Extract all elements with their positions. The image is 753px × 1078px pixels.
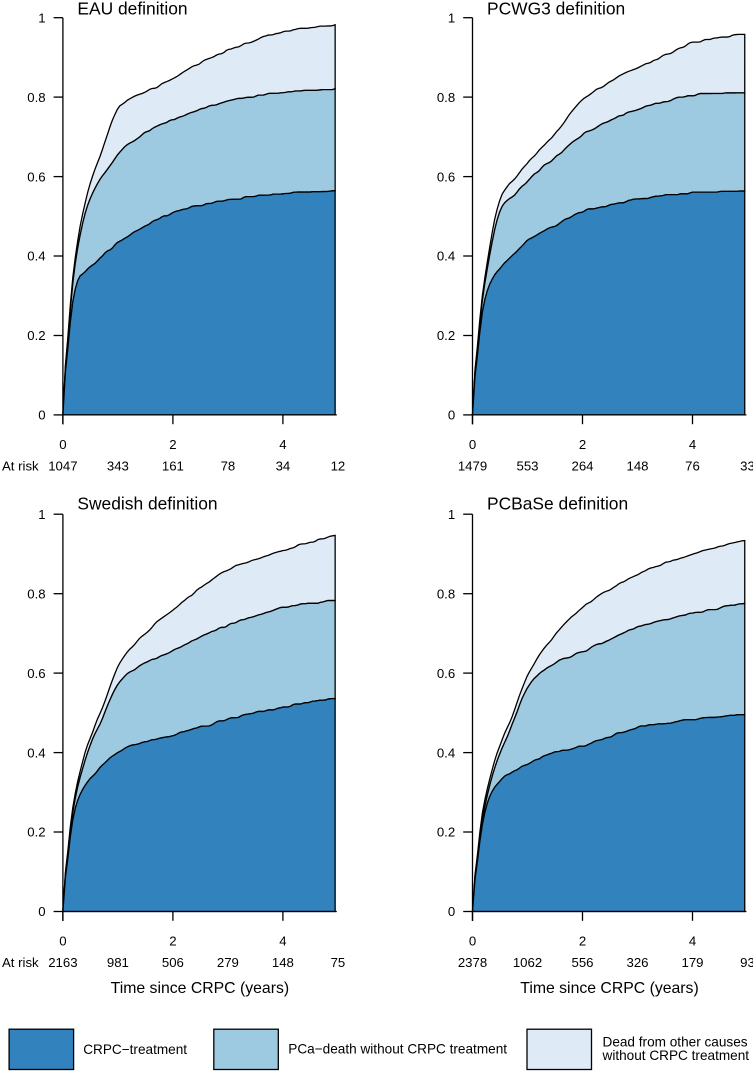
svg-text:161: 161 <box>162 459 184 474</box>
svg-text:PCWG3 definition: PCWG3 definition <box>487 0 625 18</box>
svg-text:4: 4 <box>279 437 286 452</box>
svg-text:12: 12 <box>331 459 346 474</box>
svg-text:0.2: 0.2 <box>27 825 45 840</box>
svg-text:93: 93 <box>740 955 753 970</box>
svg-text:EAU definition: EAU definition <box>77 0 187 18</box>
svg-text:0: 0 <box>469 437 476 452</box>
svg-text:0.8: 0.8 <box>437 586 455 601</box>
svg-text:without CRPC treatment: without CRPC treatment <box>602 1048 750 1063</box>
svg-text:0.8: 0.8 <box>437 90 455 105</box>
svg-text:1479: 1479 <box>458 459 487 474</box>
svg-text:264: 264 <box>571 459 593 474</box>
svg-text:2378: 2378 <box>458 955 487 970</box>
svg-text:0: 0 <box>448 408 455 423</box>
svg-text:2: 2 <box>169 437 176 452</box>
svg-text:2: 2 <box>579 437 586 452</box>
svg-text:0: 0 <box>448 904 455 919</box>
svg-text:0.6: 0.6 <box>437 666 455 681</box>
svg-text:PCBaSe definition: PCBaSe definition <box>487 493 628 513</box>
svg-text:Time since CRPC (years): Time since CRPC (years) <box>520 980 698 997</box>
svg-text:CRPC−treatment: CRPC−treatment <box>83 1042 187 1057</box>
svg-text:Dead from other causes: Dead from other causes <box>603 1035 748 1050</box>
svg-text:0.4: 0.4 <box>437 249 455 264</box>
svg-text:1: 1 <box>38 507 45 522</box>
svg-text:326: 326 <box>626 955 648 970</box>
svg-text:Swedish definition: Swedish definition <box>77 493 217 513</box>
svg-text:78: 78 <box>221 459 236 474</box>
svg-text:75: 75 <box>331 955 346 970</box>
svg-text:0.4: 0.4 <box>437 745 455 760</box>
svg-text:148: 148 <box>626 459 648 474</box>
svg-text:0.4: 0.4 <box>27 745 45 760</box>
svg-text:0.6: 0.6 <box>27 169 45 184</box>
svg-text:4: 4 <box>689 933 696 948</box>
svg-text:553: 553 <box>516 459 538 474</box>
svg-text:148: 148 <box>272 955 294 970</box>
svg-text:279: 279 <box>217 955 239 970</box>
svg-text:556: 556 <box>571 955 593 970</box>
svg-text:0.2: 0.2 <box>437 825 455 840</box>
svg-text:4: 4 <box>279 933 286 948</box>
svg-text:343: 343 <box>107 459 129 474</box>
svg-text:2163: 2163 <box>48 955 77 970</box>
svg-text:0.2: 0.2 <box>27 328 45 343</box>
svg-text:0: 0 <box>38 408 45 423</box>
svg-text:PCa−death without CRPC treatme: PCa−death without CRPC treatment <box>288 1042 507 1057</box>
svg-text:2: 2 <box>169 933 176 948</box>
svg-text:34: 34 <box>276 459 291 474</box>
svg-text:0: 0 <box>59 437 66 452</box>
svg-text:0.8: 0.8 <box>27 90 45 105</box>
svg-text:0: 0 <box>38 904 45 919</box>
svg-text:981: 981 <box>107 955 129 970</box>
svg-text:0: 0 <box>469 933 476 948</box>
svg-text:0.2: 0.2 <box>437 328 455 343</box>
svg-text:33: 33 <box>740 459 753 474</box>
svg-text:Time since CRPC (years): Time since CRPC (years) <box>111 980 289 997</box>
svg-text:0.4: 0.4 <box>27 249 45 264</box>
svg-text:At risk: At risk <box>2 459 39 474</box>
svg-text:0.8: 0.8 <box>27 586 45 601</box>
svg-text:1: 1 <box>448 507 455 522</box>
svg-text:0.6: 0.6 <box>437 169 455 184</box>
svg-text:506: 506 <box>162 955 184 970</box>
svg-text:179: 179 <box>681 955 703 970</box>
svg-text:1047: 1047 <box>48 459 77 474</box>
svg-text:4: 4 <box>689 437 696 452</box>
svg-text:1: 1 <box>38 10 45 25</box>
svg-text:1: 1 <box>448 10 455 25</box>
svg-text:1062: 1062 <box>513 955 542 970</box>
svg-text:0.6: 0.6 <box>27 666 45 681</box>
svg-text:0: 0 <box>59 933 66 948</box>
svg-text:2: 2 <box>579 933 586 948</box>
svg-text:76: 76 <box>685 459 700 474</box>
svg-text:At risk: At risk <box>2 955 39 970</box>
